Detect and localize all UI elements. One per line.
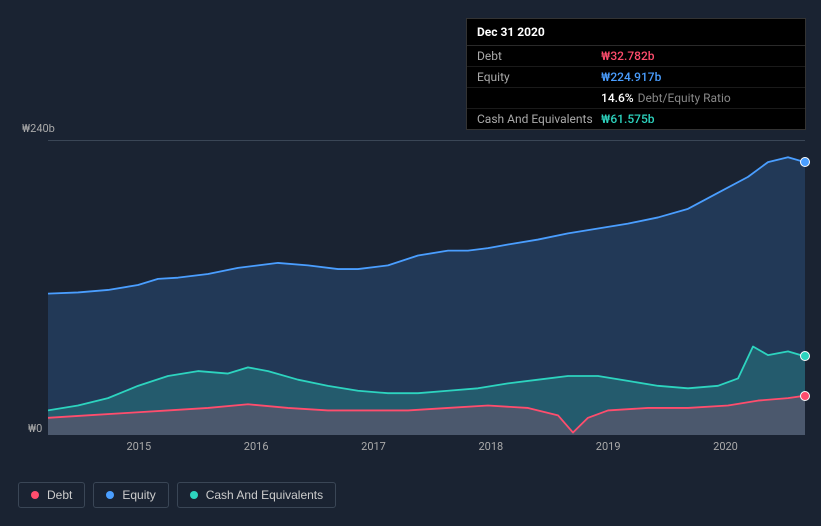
- tooltip-row-debt: Debt ₩32.782b: [467, 46, 805, 67]
- x-tick-2019: 2019: [596, 440, 621, 453]
- equity-end-marker: [800, 157, 810, 167]
- chart-legend: Debt Equity Cash And Equivalents: [18, 482, 336, 508]
- tooltip-ratio-label: Debt/Equity Ratio: [638, 91, 731, 105]
- tooltip-cash-value: ₩61.575b: [601, 112, 655, 126]
- legend-swatch: [190, 491, 198, 499]
- legend-label: Debt: [47, 488, 72, 502]
- legend-item-cash-and-equivalents[interactable]: Cash And Equivalents: [177, 482, 336, 508]
- tooltip-row-ratio: 14.6% Debt/Equity Ratio: [467, 88, 805, 109]
- legend-swatch: [31, 491, 39, 499]
- x-tick-2018: 2018: [478, 440, 503, 453]
- tooltip-equity-value: ₩224.917b: [601, 70, 661, 84]
- tooltip-debt-label: Debt: [477, 49, 601, 63]
- x-tick-2020: 2020: [713, 440, 738, 453]
- tooltip-row-equity: Equity ₩224.917b: [467, 67, 805, 88]
- chart-tooltip: Dec 31 2020 Debt ₩32.782b Equity ₩224.91…: [466, 18, 806, 130]
- y-axis-min-label: ₩0: [28, 422, 42, 435]
- x-tick-2017: 2017: [361, 440, 386, 453]
- legend-label: Cash And Equivalents: [206, 488, 323, 502]
- x-tick-2015: 2015: [126, 440, 151, 453]
- tooltip-date: Dec 31 2020: [467, 19, 805, 46]
- legend-item-equity[interactable]: Equity: [93, 482, 168, 508]
- tooltip-row-cash: Cash And Equivalents ₩61.575b: [467, 109, 805, 129]
- chart-area[interactable]: [48, 140, 805, 435]
- x-axis: 2015 2016 2017 2018 2019 2020: [48, 440, 805, 460]
- tooltip-equity-label: Equity: [477, 70, 601, 84]
- x-tick-2016: 2016: [244, 440, 269, 453]
- tooltip-ratio-pct: 14.6%: [601, 91, 634, 105]
- cash-end-marker: [800, 351, 810, 361]
- debt-end-marker: [800, 391, 810, 401]
- tooltip-ratio-spacer: [477, 91, 601, 105]
- tooltip-debt-value: ₩32.782b: [601, 49, 655, 63]
- tooltip-cash-label: Cash And Equivalents: [477, 112, 601, 126]
- legend-item-debt[interactable]: Debt: [18, 482, 85, 508]
- area-chart-svg: [48, 140, 805, 435]
- legend-label: Equity: [122, 488, 155, 502]
- y-axis-max-label: ₩240b: [22, 122, 55, 135]
- legend-swatch: [106, 491, 114, 499]
